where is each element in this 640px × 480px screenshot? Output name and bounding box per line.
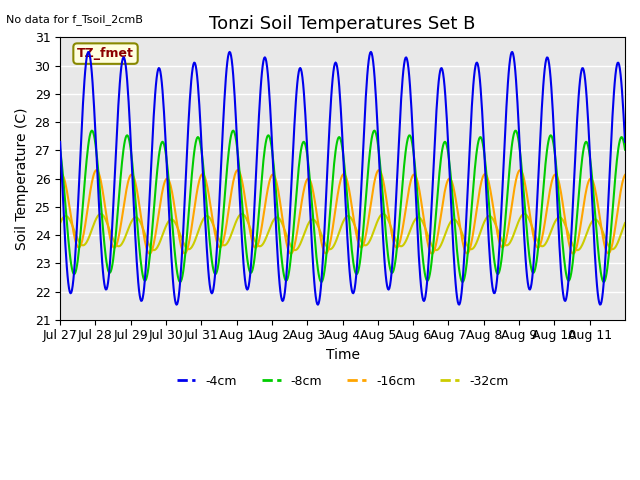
Y-axis label: Soil Temperature (C): Soil Temperature (C) xyxy=(15,108,29,250)
Legend: -4cm, -8cm, -16cm, -32cm: -4cm, -8cm, -16cm, -32cm xyxy=(172,370,513,393)
X-axis label: Time: Time xyxy=(326,348,360,362)
Text: No data for f_Tsoil_2cmB: No data for f_Tsoil_2cmB xyxy=(6,14,143,25)
Title: Tonzi Soil Temperatures Set B: Tonzi Soil Temperatures Set B xyxy=(209,15,476,33)
Text: TZ_fmet: TZ_fmet xyxy=(77,47,134,60)
